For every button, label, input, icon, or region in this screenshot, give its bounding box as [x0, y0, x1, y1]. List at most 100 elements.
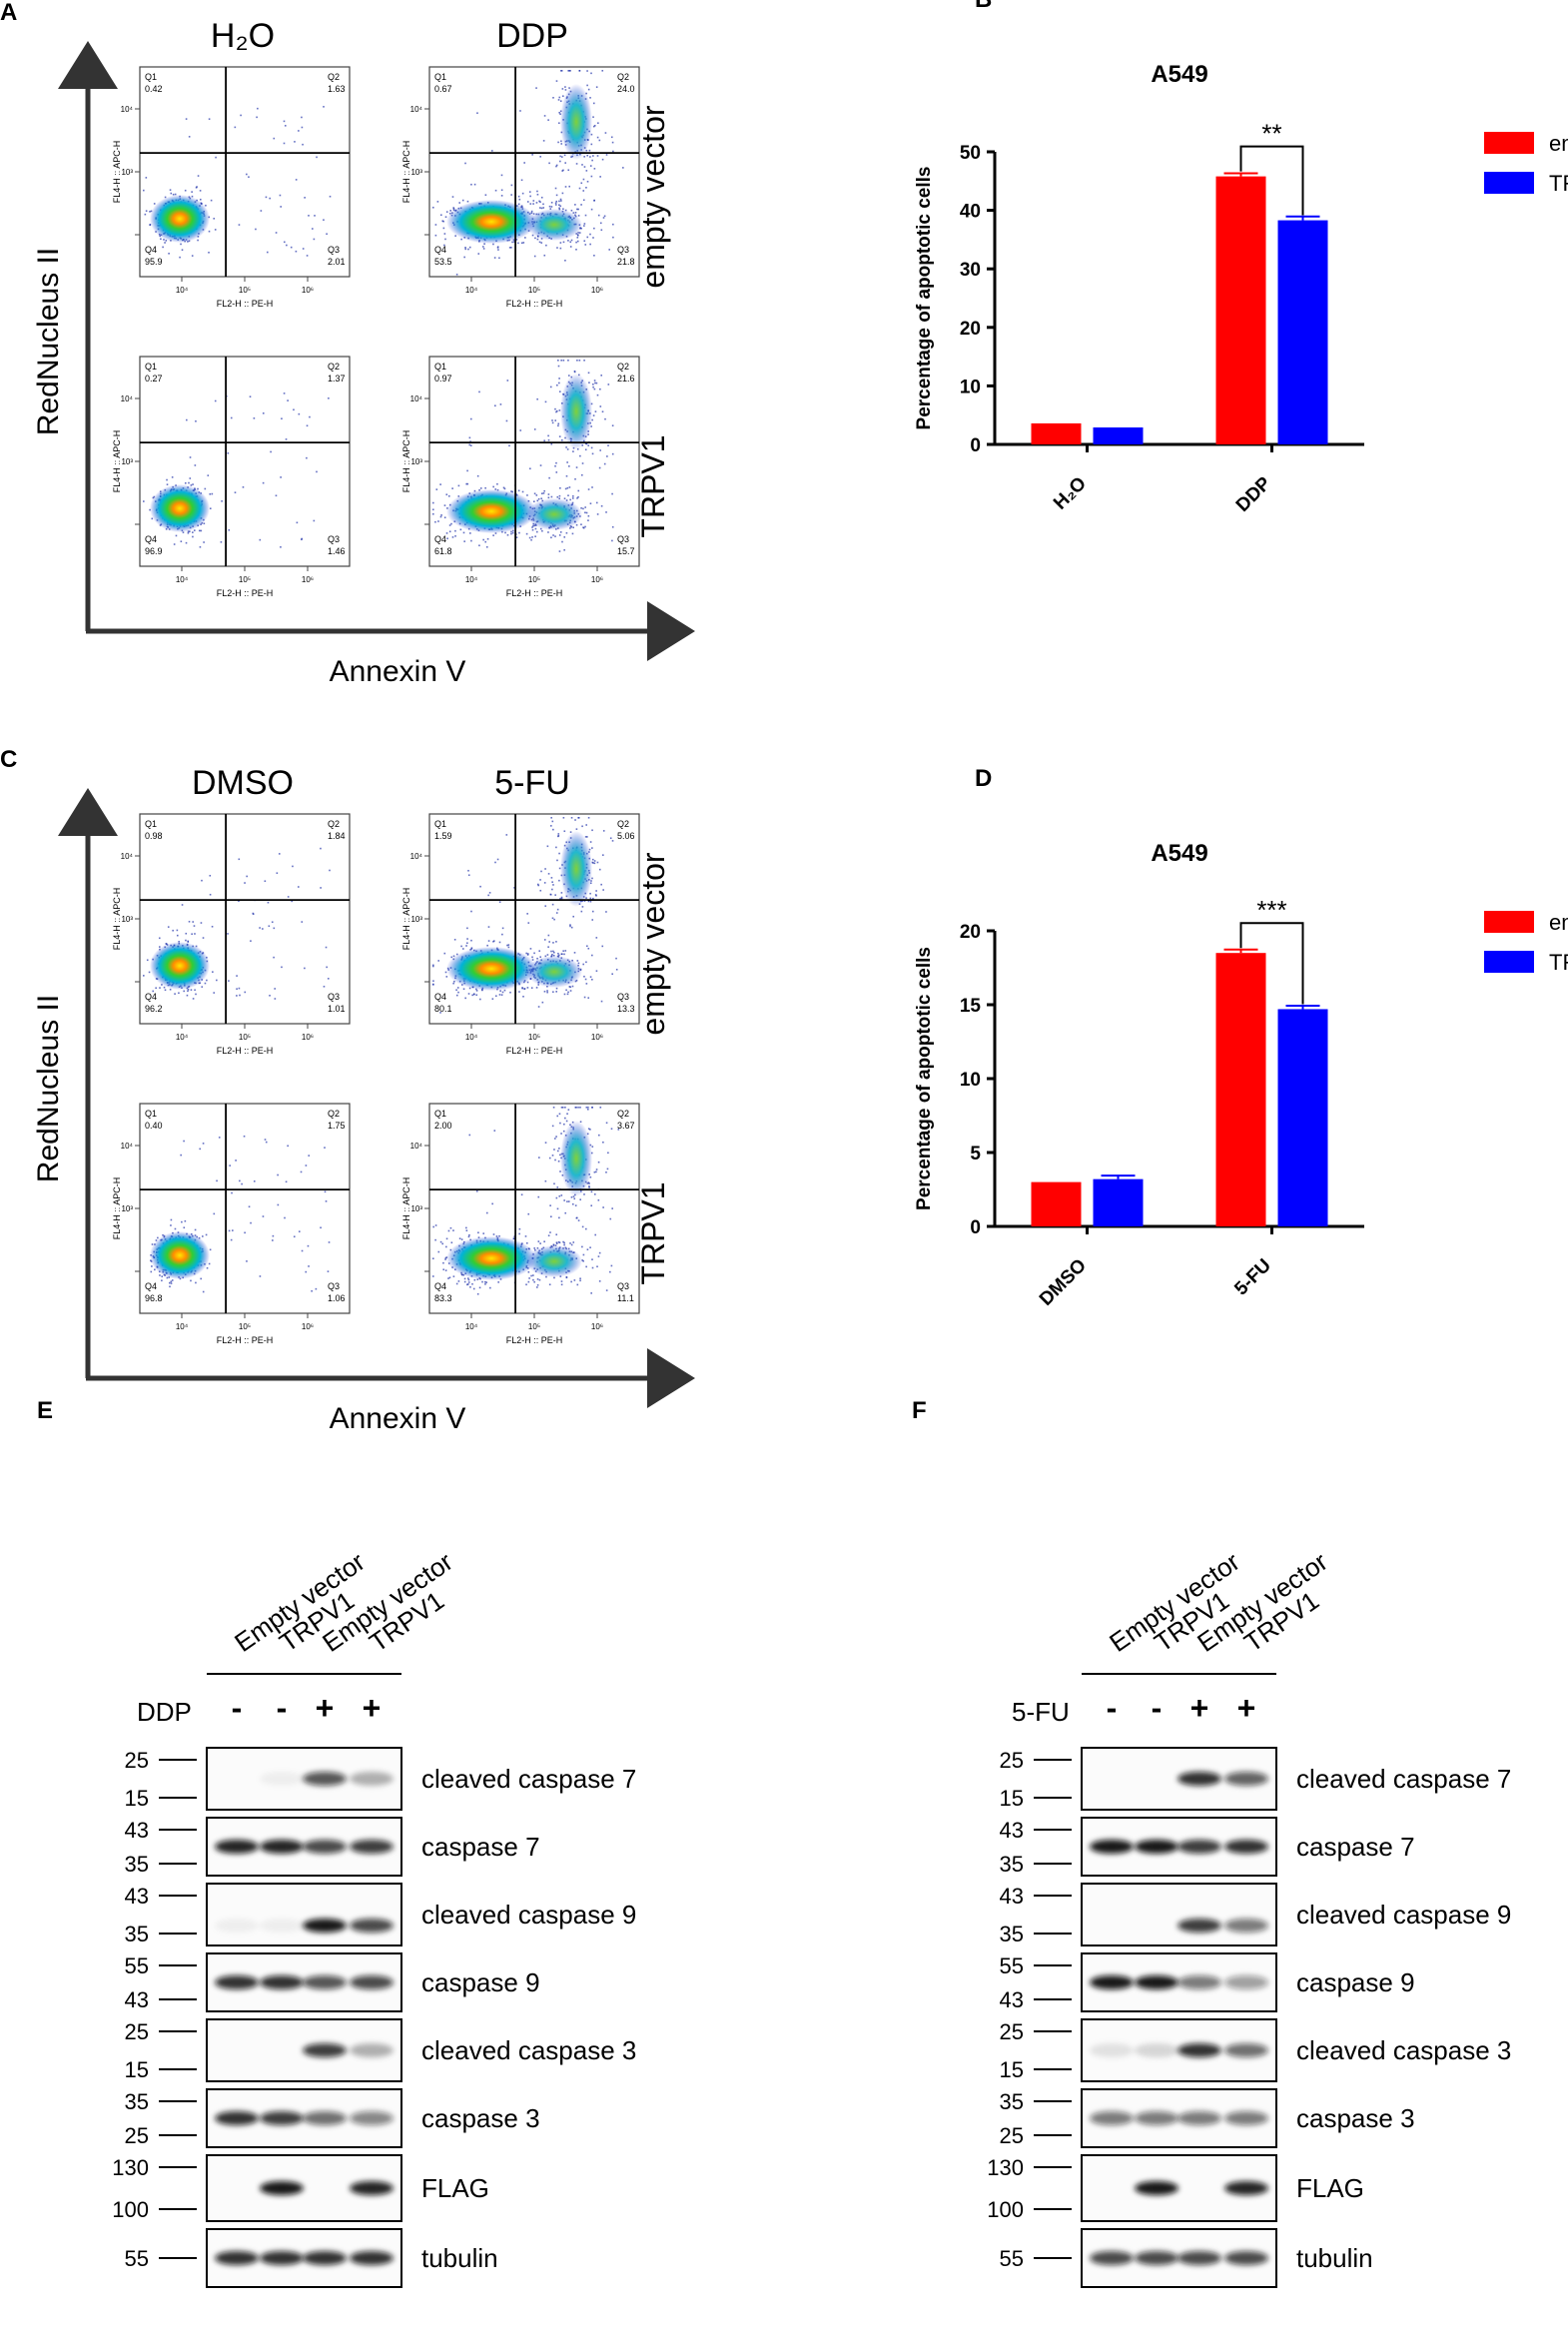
scatter-point: [551, 1155, 554, 1157]
scatter-point: [443, 504, 446, 506]
scatter-point: [561, 156, 563, 158]
scatter-point: [148, 971, 151, 974]
scatter-point: [562, 1240, 564, 1243]
scatter-point: [304, 197, 306, 199]
scatter-point: [508, 247, 511, 249]
scatter-point: [525, 1283, 527, 1286]
scatter-point: [611, 492, 613, 495]
scatter-point: [579, 1107, 581, 1109]
scatter-point: [584, 978, 587, 981]
quadrant-value: 96.2: [145, 1004, 163, 1014]
scatter-point: [432, 980, 434, 982]
scatter-point: [586, 945, 588, 948]
scatter-point: [549, 386, 552, 388]
scatter-point: [592, 116, 594, 118]
scatter-point: [525, 532, 528, 535]
scatter-point: [596, 861, 599, 864]
column-label: 5-FU: [494, 764, 570, 802]
scatter-point: [567, 494, 569, 496]
scatter-point: [510, 490, 512, 492]
scatter-point: [544, 868, 546, 870]
scatter-point: [582, 1253, 585, 1256]
scatter-point: [602, 889, 604, 891]
scatter-point: [611, 840, 614, 842]
blot-label: caspase 9: [1296, 1967, 1415, 1997]
scatter-point: [149, 211, 151, 213]
scatter-point: [538, 950, 541, 952]
scatter-point: [549, 1204, 551, 1206]
quadrant-name: Q1: [145, 362, 157, 372]
scatter-point: [215, 156, 217, 159]
scatter-point: [559, 242, 562, 244]
scatter-point: [244, 882, 246, 884]
scatter-point: [586, 1108, 589, 1111]
scatter-point: [193, 925, 196, 927]
scatter-point: [565, 474, 568, 477]
panel-letter: C: [0, 746, 17, 773]
tick-label: 10⁶: [591, 286, 603, 295]
panel-letter: D: [975, 765, 992, 792]
scatter-point: [540, 196, 543, 199]
scatter-point: [579, 1198, 581, 1200]
row-label: TRPV1: [635, 434, 671, 537]
scatter-point: [588, 149, 591, 152]
blot-label: tubulin: [421, 2243, 498, 2273]
scatter-point: [537, 884, 540, 887]
scatter-point: [432, 965, 434, 968]
quadrant-value: 2.00: [434, 1121, 452, 1131]
density-core: [446, 489, 536, 533]
scatter-point: [562, 208, 564, 211]
scatter-point: [457, 484, 460, 487]
scatter-point: [468, 1233, 470, 1236]
scatter-point: [590, 1190, 593, 1193]
scatter-point: [464, 997, 466, 1000]
scatter-point: [259, 538, 262, 541]
quadrant-name: Q4: [145, 1281, 157, 1291]
scatter-point: [532, 524, 534, 527]
marker-label: 35: [1000, 1922, 1024, 1946]
scatter-point: [244, 1231, 246, 1234]
scatter-point: [184, 1219, 187, 1222]
scatter-point: [590, 425, 592, 427]
scatter-point: [523, 988, 525, 990]
scatter-point: [577, 817, 579, 819]
scatter-point: [555, 471, 558, 473]
scatter-point: [496, 482, 498, 485]
scatter-point: [542, 140, 545, 142]
scatter-point: [164, 196, 167, 199]
scatter-point: [564, 186, 567, 188]
scatter-point: [589, 841, 592, 843]
scatter-point: [238, 900, 240, 903]
scatter-point: [184, 189, 187, 192]
scatter-point: [306, 456, 308, 459]
scatter-point: [589, 243, 591, 246]
scatter-point: [498, 994, 501, 996]
scatter-point: [532, 213, 535, 215]
scatter-point: [566, 993, 569, 996]
scatter-point: [327, 978, 330, 980]
scatter-point: [242, 486, 245, 488]
dot-plot-ylabel: FL4-H :: APC-H: [401, 141, 411, 204]
quadrant-name: Q2: [328, 1109, 340, 1119]
scatter-point: [296, 521, 299, 524]
scatter-point: [503, 989, 506, 992]
scatter-point: [600, 229, 603, 232]
quadrant-value: 1.06: [328, 1293, 346, 1303]
scatter-point: [547, 496, 550, 499]
scatter-point: [528, 536, 531, 539]
scatter-point: [275, 232, 278, 234]
scatter-point: [536, 1286, 538, 1288]
scatter-point: [605, 511, 607, 513]
scatter-point: [533, 952, 535, 955]
scatter-point: [578, 360, 581, 362]
scatter-point: [585, 511, 588, 514]
scatter-point: [596, 155, 599, 157]
tick-label: 10⁴: [176, 1033, 189, 1042]
scatter-point: [432, 508, 434, 511]
scatter-point: [144, 213, 147, 216]
blot-band: [1224, 2043, 1268, 2057]
tick-label: 10⁴: [465, 1033, 478, 1042]
x-axis-title: Annexin V: [330, 655, 466, 688]
